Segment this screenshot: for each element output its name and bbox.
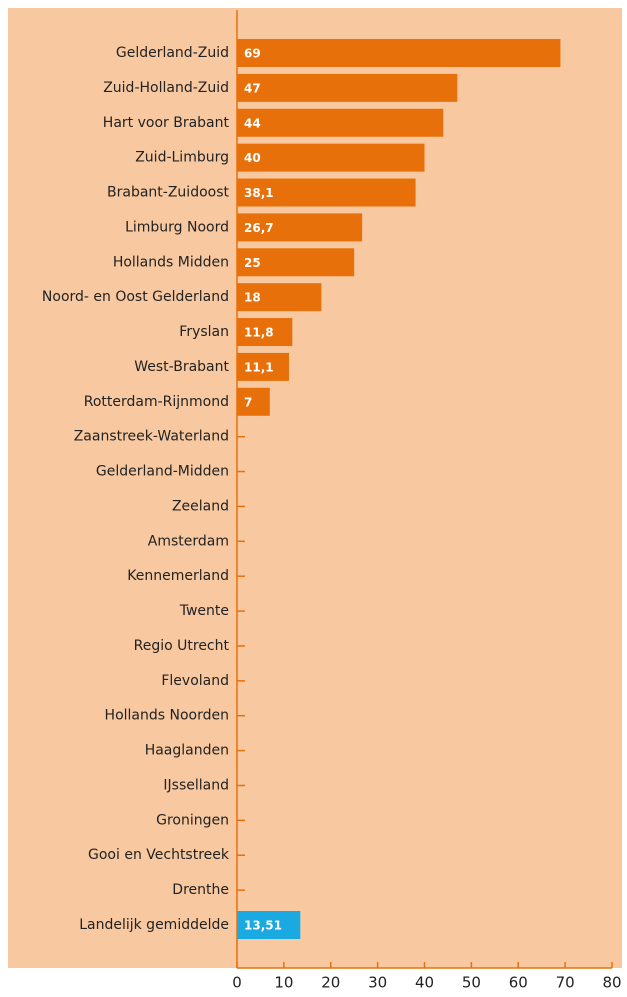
y-tick-label: Landelijk gemiddelde	[79, 917, 229, 933]
x-tick-label: 10	[274, 974, 293, 992]
x-tick-label: 60	[509, 974, 528, 992]
value-label: 13,51	[244, 919, 282, 933]
y-tick-label: Zeeland	[172, 498, 229, 514]
bar	[237, 39, 561, 67]
x-tick-label: 40	[415, 974, 434, 992]
x-tick-label: 80	[602, 974, 621, 992]
y-tick-label: Zuid-Holland-Zuid	[103, 80, 229, 96]
value-label: 44	[244, 116, 261, 130]
y-tick-label: Zuid-Limburg	[135, 150, 229, 166]
y-tick-label: Fryslan	[179, 324, 229, 340]
x-tick-label: 20	[321, 974, 340, 992]
bar	[237, 213, 363, 242]
y-tick-label: Gooi en Vechtstreek	[88, 847, 230, 863]
bar	[237, 108, 444, 137]
y-tick-label: West-Brabant	[134, 359, 229, 375]
bar	[237, 387, 270, 416]
value-label: 26,7	[244, 221, 274, 235]
y-tick-label: Amsterdam	[148, 533, 229, 549]
bar	[237, 283, 322, 312]
y-tick-label: Twente	[179, 603, 229, 619]
value-label: 18	[244, 291, 261, 305]
y-tick-label: IJsselland	[163, 777, 229, 793]
bar	[237, 318, 293, 347]
value-label: 25	[244, 256, 261, 270]
y-tick-label: Drenthe	[172, 882, 229, 898]
value-label: 38,1	[244, 186, 274, 200]
value-label: 11,1	[244, 360, 274, 374]
bar	[237, 248, 355, 277]
bar	[237, 911, 301, 939]
y-tick-label: Hollands Noorden	[105, 708, 229, 724]
x-tick-label: 70	[556, 974, 575, 992]
y-tick-label: Hollands Midden	[113, 254, 229, 270]
y-tick-label: Zaanstreek-Waterland	[74, 429, 229, 445]
y-tick-label: Kennemerland	[127, 568, 229, 584]
y-tick-label: Groningen	[156, 812, 229, 828]
y-tick-label: Hart voor Brabant	[103, 115, 230, 131]
y-tick-label: Rotterdam-Rijnmond	[84, 394, 229, 410]
value-label: 40	[244, 151, 261, 165]
y-tick-label: Regio Utrecht	[134, 638, 230, 654]
value-label: 7	[244, 395, 252, 409]
y-tick-label: Noord- en Oost Gelderland	[42, 289, 229, 305]
bar	[237, 73, 458, 102]
x-tick-label: 50	[462, 974, 481, 992]
y-tick-label: Gelderland-Midden	[96, 464, 229, 480]
x-tick-label: 30	[368, 974, 387, 992]
value-label: 47	[244, 81, 261, 95]
value-label: 69	[244, 47, 261, 61]
bar	[237, 352, 290, 381]
y-tick-label: Brabant-Zuidoost	[107, 185, 229, 201]
y-tick-label: Gelderland-Zuid	[116, 45, 229, 61]
y-tick-label: Haaglanden	[145, 743, 229, 759]
value-label: 11,8	[244, 326, 274, 340]
bar	[237, 143, 425, 172]
y-tick-label: Limburg Noord	[125, 219, 229, 235]
bar	[237, 178, 416, 207]
x-tick-label: 0	[232, 974, 242, 992]
y-tick-label: Flevoland	[161, 673, 229, 689]
